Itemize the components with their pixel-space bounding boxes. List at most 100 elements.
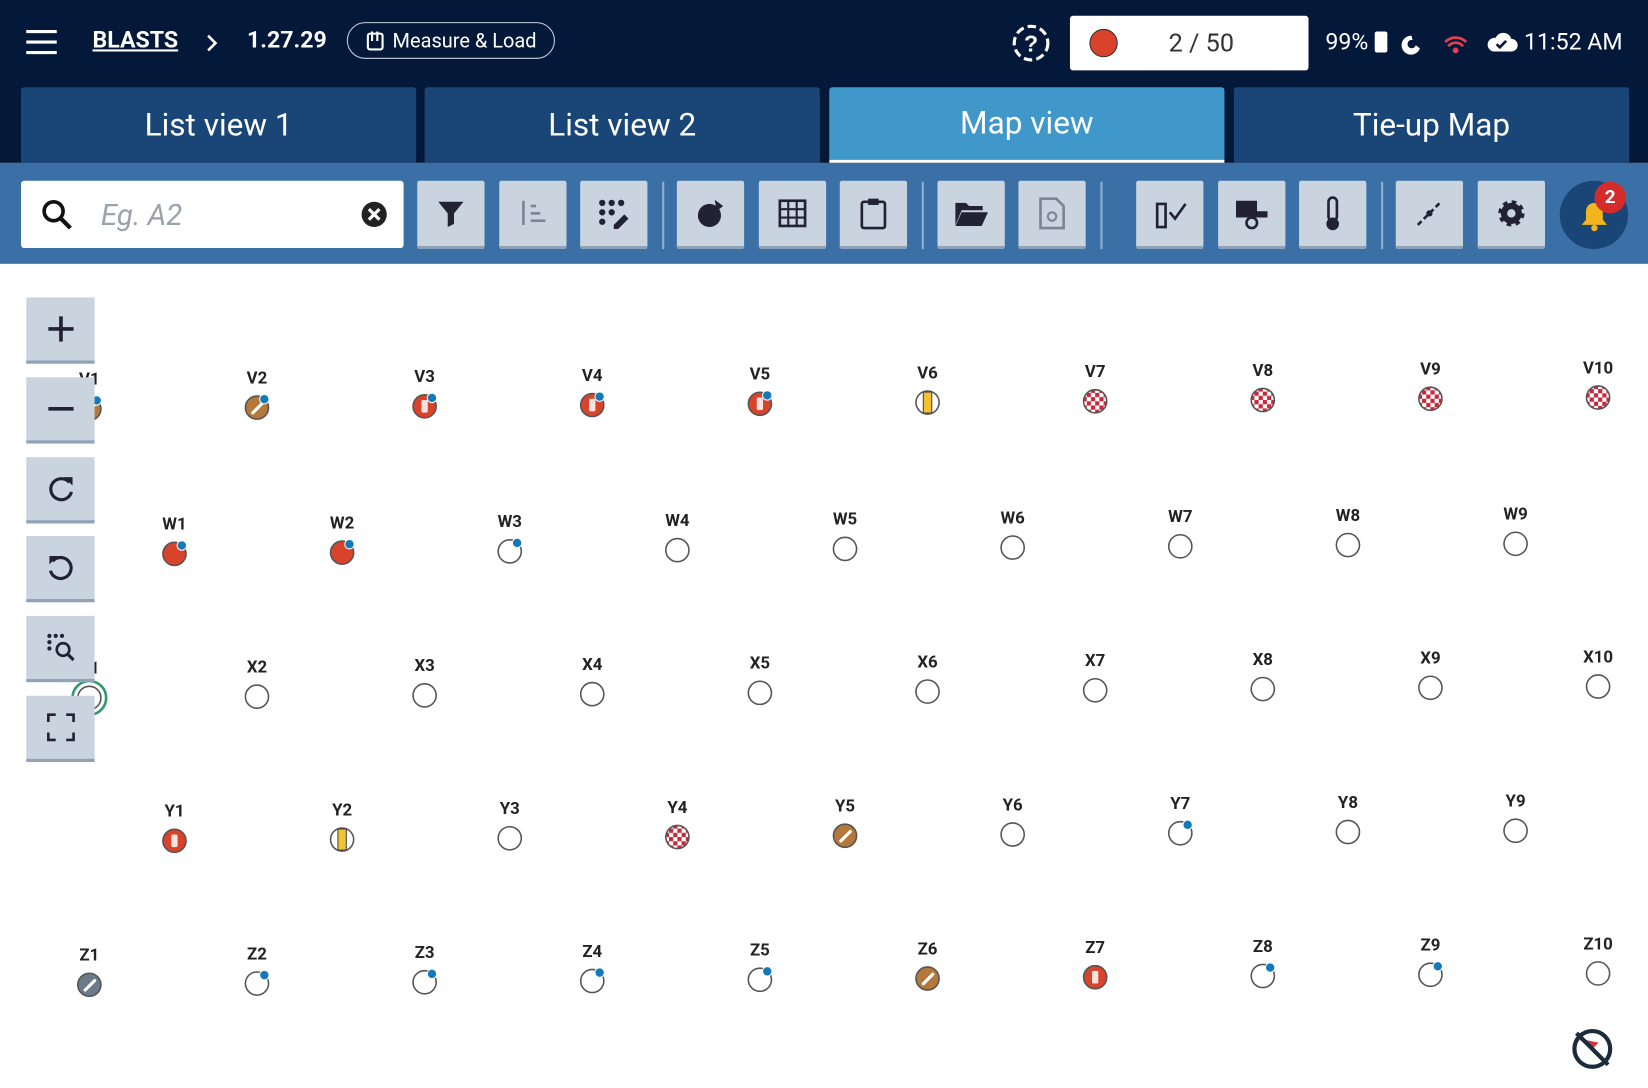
hole[interactable]: V8: [1250, 361, 1276, 413]
separator: [1381, 181, 1384, 250]
filter-button[interactable]: [417, 180, 485, 250]
hole[interactable]: Y1: [162, 802, 187, 854]
hole[interactable]: V7: [1082, 362, 1108, 414]
hole[interactable]: Z4: [579, 942, 605, 994]
hole[interactable]: X5: [747, 654, 773, 706]
hole[interactable]: X3: [412, 656, 437, 708]
hole-label: Y3: [500, 799, 520, 819]
hole[interactable]: Z6: [915, 939, 940, 991]
hole[interactable]: Z2: [244, 944, 270, 996]
fit-button[interactable]: [26, 695, 95, 762]
notification-button[interactable]: 2: [1559, 180, 1629, 250]
hole[interactable]: Y8: [1335, 793, 1361, 845]
layers-button[interactable]: [676, 180, 745, 250]
hole-label: V10: [1583, 358, 1613, 378]
hole[interactable]: W8: [1335, 506, 1361, 558]
hole[interactable]: X8: [1250, 650, 1276, 702]
hole-body: [915, 679, 940, 704]
hole[interactable]: W3: [497, 512, 523, 564]
compass-icon[interactable]: [1572, 1028, 1613, 1069]
hole-label: W6: [1000, 508, 1025, 528]
hole[interactable]: X7: [1082, 651, 1108, 703]
hole[interactable]: W7: [1167, 507, 1193, 559]
view-file-button[interactable]: [1018, 180, 1086, 250]
hole[interactable]: Y3: [497, 799, 523, 851]
status-icons: [1374, 31, 1468, 55]
hole[interactable]: X4: [579, 655, 605, 707]
clear-icon[interactable]: [360, 201, 387, 228]
hole[interactable]: W4: [665, 511, 690, 563]
hole-label: Z7: [1085, 938, 1105, 958]
hole[interactable]: Z1: [76, 946, 102, 998]
hole[interactable]: X2: [244, 657, 270, 709]
rotate-right-button[interactable]: [26, 457, 95, 524]
grid-button[interactable]: [758, 180, 827, 250]
hole[interactable]: X10: [1583, 647, 1613, 699]
hole-dot: [1432, 961, 1444, 972]
sort-button[interactable]: [499, 180, 567, 250]
hole[interactable]: V6: [915, 363, 940, 415]
zoom-in-button[interactable]: [26, 297, 95, 364]
hole[interactable]: W9: [1503, 505, 1528, 557]
zoom-out-button[interactable]: [26, 377, 95, 444]
tab[interactable]: Map view: [829, 87, 1225, 163]
help-icon[interactable]: ?: [1011, 23, 1051, 63]
hole[interactable]: Y4: [665, 798, 690, 850]
hole[interactable]: Y7: [1167, 794, 1193, 846]
hole[interactable]: V4: [579, 366, 605, 418]
top-bar: BLASTS 1.27.29 Measure & Load ? 2 / 50 9…: [0, 0, 1648, 163]
hole[interactable]: X9: [1418, 649, 1443, 701]
search-placeholder: Eg. A2: [100, 197, 183, 233]
hole[interactable]: V5: [747, 365, 773, 417]
hole[interactable]: Y5: [832, 797, 858, 849]
hole[interactable]: W2: [329, 513, 355, 565]
truck-button[interactable]: [1218, 180, 1286, 250]
breadcrumb-chevron: [207, 34, 218, 52]
hole[interactable]: Z9: [1418, 936, 1444, 988]
hole-body: [497, 825, 523, 851]
cloud-icon: [1487, 32, 1518, 52]
hole[interactable]: Y6: [1000, 795, 1026, 847]
hole[interactable]: Y9: [1503, 792, 1528, 844]
rotate-left-button[interactable]: [26, 536, 95, 603]
hole[interactable]: Z3: [412, 943, 438, 995]
hole-band: [337, 828, 347, 851]
hole[interactable]: X6: [915, 652, 940, 704]
measure-load-button[interactable]: Measure & Load: [346, 22, 555, 59]
clipboard-button[interactable]: [839, 180, 908, 250]
hole-dot: [594, 967, 605, 978]
tab[interactable]: Tie-up Map: [1233, 87, 1630, 163]
hole[interactable]: W6: [1000, 508, 1025, 560]
hole[interactable]: Z8: [1250, 937, 1276, 989]
counter-box[interactable]: 2 / 50: [1069, 15, 1309, 71]
edit-pattern-button[interactable]: [580, 180, 648, 250]
hole-body: [1503, 531, 1528, 557]
zoom-select-button[interactable]: [26, 615, 95, 683]
check-button[interactable]: [1136, 180, 1204, 250]
toolbar: Eg. A2 2: [0, 162, 1648, 264]
hole[interactable]: Y2: [329, 800, 355, 852]
hole[interactable]: V2: [244, 368, 270, 420]
hole[interactable]: V9: [1418, 360, 1443, 412]
search-box[interactable]: Eg. A2: [21, 180, 404, 249]
open-folder-button[interactable]: [937, 180, 1005, 250]
tab[interactable]: List view 2: [424, 87, 820, 163]
settings-button[interactable]: [1477, 180, 1545, 250]
tab[interactable]: List view 1: [21, 87, 417, 163]
breadcrumb-section[interactable]: BLASTS: [92, 27, 179, 54]
hole[interactable]: V10: [1583, 358, 1613, 410]
hole[interactable]: Z5: [747, 941, 773, 993]
menu-icon[interactable]: [25, 29, 59, 56]
hole-label: Z3: [415, 943, 435, 963]
hole[interactable]: Z10: [1583, 934, 1613, 986]
separator: [662, 181, 665, 250]
tie-button[interactable]: [1395, 180, 1464, 250]
temperature-button[interactable]: [1299, 180, 1367, 250]
hole-body: [1418, 386, 1443, 412]
hole[interactable]: W1: [162, 515, 188, 567]
hole-body: [1503, 818, 1528, 844]
hole[interactable]: V3: [412, 367, 438, 419]
hole[interactable]: W5: [832, 510, 858, 562]
hole[interactable]: Z7: [1082, 938, 1108, 990]
hole-label: Y9: [1506, 792, 1526, 812]
